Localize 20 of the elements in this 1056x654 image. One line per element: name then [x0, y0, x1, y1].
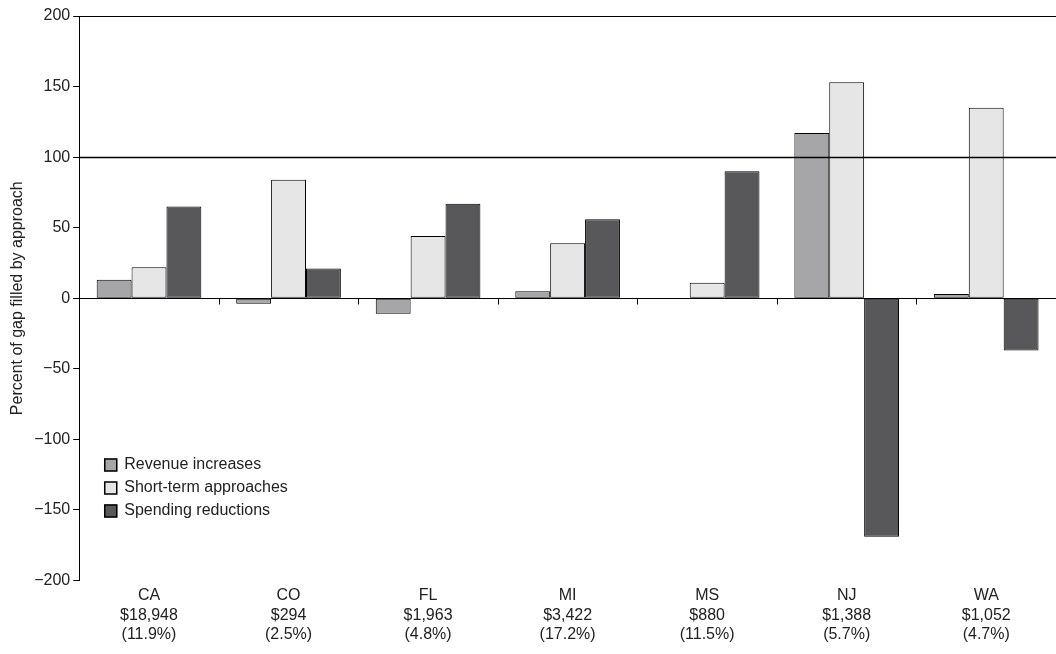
x-tick-label: FL $1,963 (4.8%)	[403, 586, 453, 642]
x-tick-label: WA $1,052 (4.7%)	[961, 586, 1011, 642]
legend-label: Spending reductions	[124, 501, 271, 519]
x-tick-label: CA $18,948 (11.9%)	[120, 586, 179, 642]
y-tick-label: 0	[61, 288, 71, 306]
x-tick-label: NJ $1,388 (5.7%)	[822, 586, 872, 642]
y-tick-label: −100	[34, 429, 71, 447]
x-tick-label: CO $294 (2.5%)	[264, 586, 313, 642]
y-axis-title: Percent of gap filled by approach	[8, 181, 26, 416]
legend-label: Revenue increases	[124, 455, 262, 473]
y-tick-label: −200	[34, 570, 71, 588]
x-tick-label: MS $880 (11.5%)	[679, 586, 735, 642]
legend-label: Short-term approaches	[124, 478, 288, 496]
y-tick-label: 150	[43, 76, 71, 94]
y-tick-label: 50	[52, 218, 71, 236]
x-tick-label: MI $3,422 (17.2%)	[539, 586, 596, 642]
y-tick-label: −150	[34, 500, 71, 518]
y-tick-label: −50	[43, 359, 71, 377]
y-tick-label: 200	[43, 6, 71, 24]
y-tick-label: 100	[43, 147, 71, 165]
